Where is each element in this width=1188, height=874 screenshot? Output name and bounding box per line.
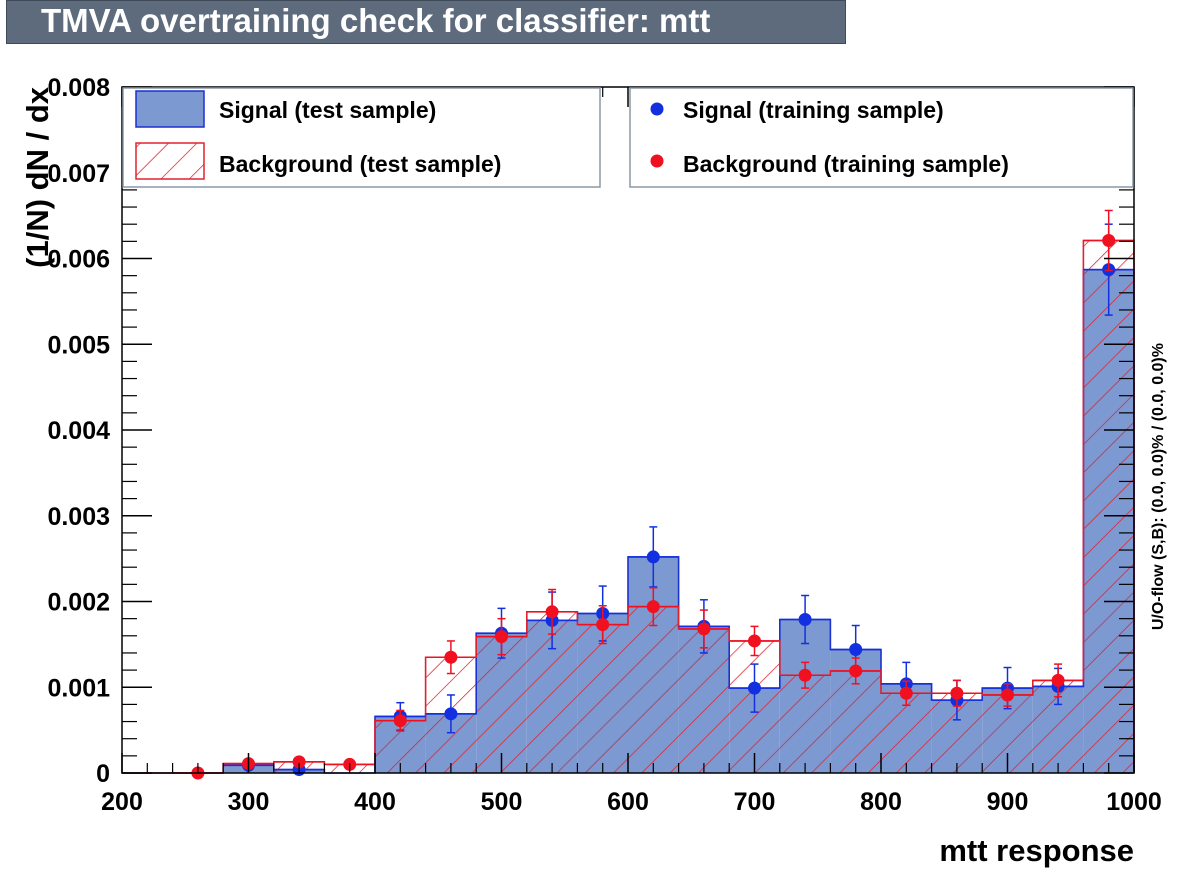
y-tick-label: 0	[96, 760, 110, 788]
background-training-point	[1051, 673, 1065, 687]
chart-title: TMVA overtraining check for classifier: …	[6, 0, 846, 44]
overflow-note: U/O-flow (S,B): (0.0, 0.0)% / (0.0, 0.0)…	[1150, 343, 1167, 630]
x-tick-label: 800	[860, 788, 902, 816]
signal-training-point	[646, 550, 660, 564]
x-tick-label: 200	[101, 788, 143, 816]
background-training-point	[798, 668, 812, 682]
legend-label-background-training: Background (training sample)	[683, 151, 1009, 177]
background-training-point	[899, 686, 913, 700]
background-test-bar	[628, 606, 679, 773]
legend-marker-background-training	[650, 154, 664, 168]
background-training-point	[393, 714, 407, 728]
y-tick-label: 0.008	[47, 74, 110, 102]
background-test-bar	[881, 693, 932, 773]
x-tick-label: 900	[987, 788, 1029, 816]
background-training-point	[849, 664, 863, 678]
background-test-bar	[476, 636, 527, 773]
x-axis-title: mtt response	[939, 833, 1134, 868]
y-tick-label: 0.005	[47, 331, 110, 359]
y-tick-label: 0.004	[47, 417, 110, 445]
background-test-bar	[577, 624, 628, 773]
signal-training-point	[748, 681, 761, 695]
background-training-point	[748, 634, 761, 648]
signal-training-point	[444, 707, 458, 721]
legend-swatch-background-test	[135, 142, 205, 180]
legend-marker-signal-training	[650, 102, 664, 116]
legend-label-signal-training: Signal (training sample)	[683, 97, 944, 123]
background-training-point	[545, 605, 559, 619]
x-tick-label: 300	[228, 788, 270, 816]
marker-layer	[172, 209, 1134, 780]
background-training-point	[697, 622, 711, 636]
background-training-point	[1102, 233, 1116, 247]
background-training-point	[596, 618, 610, 632]
signal-training-point	[798, 613, 812, 627]
histogram-layer	[122, 239, 1135, 774]
y-tick-label: 0.003	[47, 503, 110, 531]
background-test-bar	[1083, 240, 1134, 773]
x-tick-label: 600	[607, 788, 649, 816]
y-tick-label: 0.002	[47, 589, 110, 617]
background-training-point	[292, 755, 306, 769]
legend: Signal (test sample) Background (test sam…	[122, 87, 1134, 188]
legend-label-background-test: Background (test sample)	[219, 151, 501, 177]
y-tick-label: 0.001	[47, 674, 110, 702]
x-tick-label: 700	[734, 788, 776, 816]
legend-box-training	[629, 87, 1134, 188]
x-tick-label: 1000	[1106, 788, 1162, 816]
legend-swatch-signal-test	[135, 90, 205, 128]
background-training-point	[646, 600, 660, 614]
x-tick-label: 500	[481, 788, 523, 816]
background-test-bar	[779, 675, 831, 773]
background-test-bar	[830, 670, 881, 773]
y-tick-label: 0.006	[47, 246, 110, 274]
y-tick-label: 0.007	[47, 160, 110, 188]
x-tick-label: 400	[354, 788, 396, 816]
background-training-point	[950, 686, 964, 700]
background-training-point	[444, 650, 458, 664]
background-training-point	[1001, 688, 1014, 702]
background-training-point	[495, 630, 508, 644]
signal-training-point	[849, 643, 863, 657]
y-axis-title: (1/N) dN / dx	[20, 86, 55, 268]
legend-label-signal-test: Signal (test sample)	[219, 97, 436, 123]
